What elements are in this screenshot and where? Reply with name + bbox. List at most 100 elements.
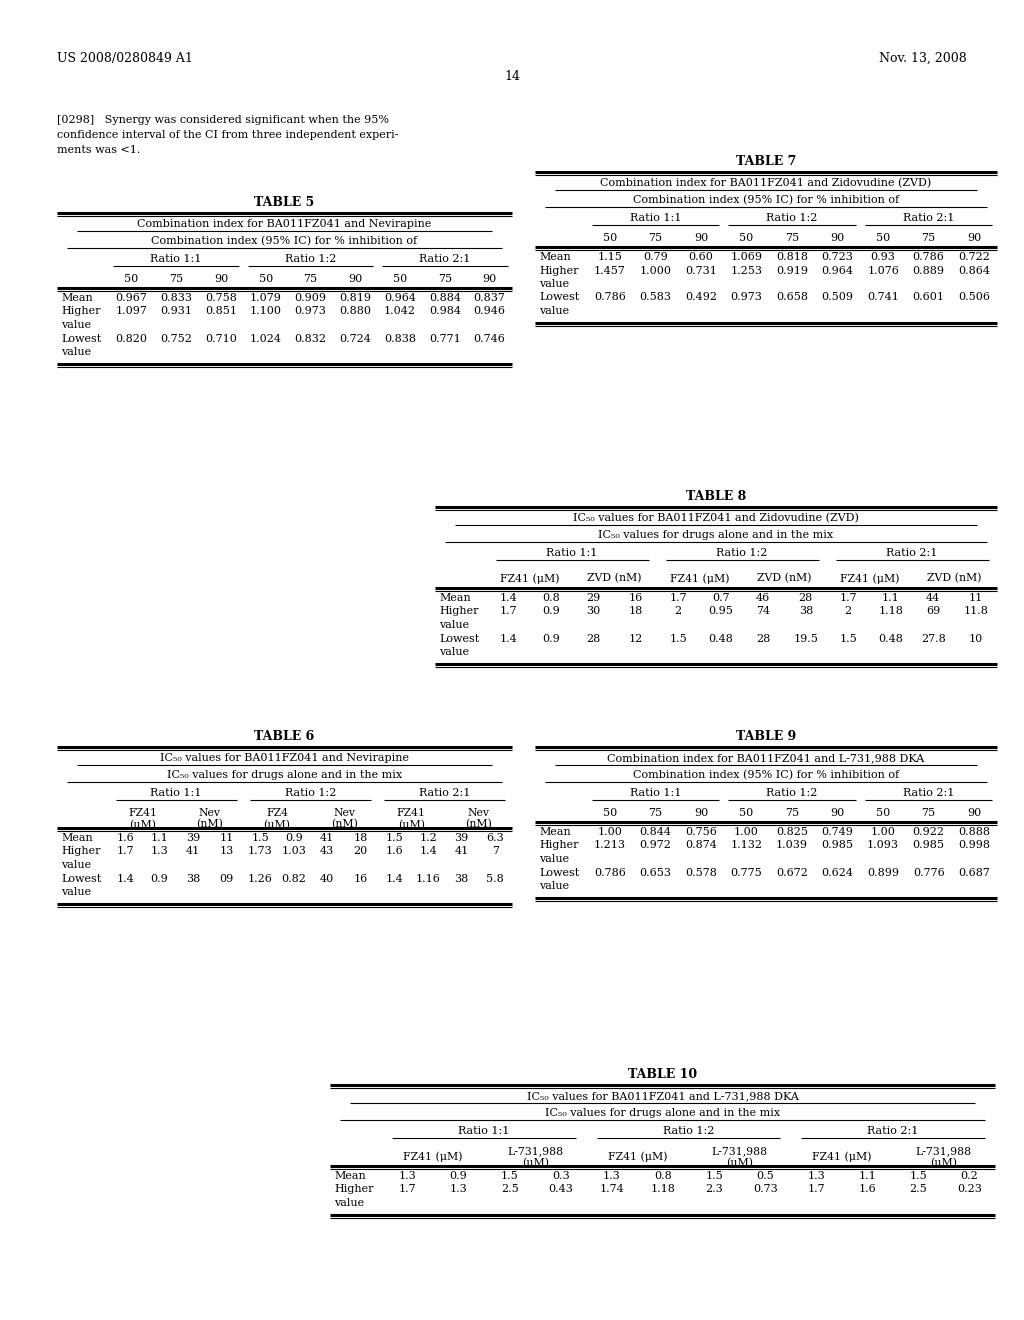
Text: 1.093: 1.093 <box>867 841 899 850</box>
Text: value: value <box>439 647 469 657</box>
Text: 0.73: 0.73 <box>753 1184 777 1195</box>
Text: 19.5: 19.5 <box>794 634 818 644</box>
Text: 0.79: 0.79 <box>643 252 668 261</box>
Text: Combination index for BA011FZ041 and L-731,988 DKA: Combination index for BA011FZ041 and L-7… <box>607 752 925 763</box>
Text: Higher: Higher <box>61 846 100 857</box>
Text: 1.2: 1.2 <box>419 833 437 843</box>
Text: 0.844: 0.844 <box>639 828 672 837</box>
Text: 0.9: 0.9 <box>542 634 560 644</box>
Text: 1.7: 1.7 <box>840 593 857 603</box>
Text: 40: 40 <box>321 874 335 883</box>
Text: 2.5: 2.5 <box>501 1184 518 1195</box>
Text: Mean: Mean <box>61 293 93 304</box>
Text: 1.5: 1.5 <box>670 634 687 644</box>
Text: 1.100: 1.100 <box>250 306 282 317</box>
Text: 6.3: 6.3 <box>486 833 504 843</box>
Text: Ratio 1:2: Ratio 1:2 <box>285 788 336 799</box>
Text: 1.5: 1.5 <box>251 833 269 843</box>
Text: 2: 2 <box>675 606 682 616</box>
Text: 1.213: 1.213 <box>594 841 626 850</box>
Text: ZVD (nM): ZVD (nM) <box>928 573 982 583</box>
Text: 0.746: 0.746 <box>474 334 506 343</box>
Text: 0.909: 0.909 <box>295 293 327 304</box>
Text: Nev: Nev <box>199 808 221 818</box>
Text: 0.964: 0.964 <box>384 293 416 304</box>
Text: 30: 30 <box>586 606 600 616</box>
Text: 41: 41 <box>185 846 200 857</box>
Text: value: value <box>539 880 569 891</box>
Text: 5.8: 5.8 <box>486 874 504 883</box>
Text: 1.3: 1.3 <box>450 1184 468 1195</box>
Text: 38: 38 <box>799 606 813 616</box>
Text: 0.874: 0.874 <box>685 841 717 850</box>
Text: Ratio 2:1: Ratio 2:1 <box>903 788 954 799</box>
Text: 0.776: 0.776 <box>912 867 944 878</box>
Text: 2: 2 <box>845 606 852 616</box>
Text: Ratio 1:1: Ratio 1:1 <box>151 788 202 799</box>
Text: 1.5: 1.5 <box>706 1171 723 1181</box>
Text: Ratio 1:2: Ratio 1:2 <box>766 788 818 799</box>
Text: 0.723: 0.723 <box>821 252 853 261</box>
Text: 1.4: 1.4 <box>419 846 437 857</box>
Text: 1.16: 1.16 <box>416 874 440 883</box>
Text: 39: 39 <box>185 833 200 843</box>
Text: 1.4: 1.4 <box>386 874 403 883</box>
Text: 0.749: 0.749 <box>821 828 853 837</box>
Text: FZ41: FZ41 <box>128 808 157 818</box>
Text: 0.818: 0.818 <box>776 252 808 261</box>
Text: 0.82: 0.82 <box>282 874 306 883</box>
Text: 43: 43 <box>321 846 335 857</box>
Text: Combination index (95% IC) for % inhibition of: Combination index (95% IC) for % inhibit… <box>633 195 899 206</box>
Text: 28: 28 <box>586 634 600 644</box>
Text: 46: 46 <box>756 593 770 603</box>
Text: (μM): (μM) <box>931 1158 957 1168</box>
Text: FZ41 (μM): FZ41 (μM) <box>812 1151 871 1162</box>
Text: 1.03: 1.03 <box>282 846 306 857</box>
Text: 75: 75 <box>922 808 936 818</box>
Text: 1.7: 1.7 <box>670 593 687 603</box>
Text: 0.998: 0.998 <box>958 841 990 850</box>
Text: Higher: Higher <box>439 606 478 616</box>
Text: value: value <box>61 319 91 330</box>
Text: US 2008/0280849 A1: US 2008/0280849 A1 <box>57 51 193 65</box>
Text: Mean: Mean <box>539 252 570 261</box>
Text: TABLE 5: TABLE 5 <box>254 195 314 209</box>
Text: L-731,988: L-731,988 <box>712 1146 768 1156</box>
Text: value: value <box>539 306 569 315</box>
Text: 90: 90 <box>830 234 845 243</box>
Text: Nov. 13, 2008: Nov. 13, 2008 <box>880 51 967 65</box>
Text: ZVD (nM): ZVD (nM) <box>758 573 812 583</box>
Text: 1.73: 1.73 <box>248 846 272 857</box>
Text: 1.7: 1.7 <box>500 606 517 616</box>
Text: L-731,988: L-731,988 <box>507 1146 563 1156</box>
Text: 38: 38 <box>185 874 200 883</box>
Text: 0.889: 0.889 <box>912 265 945 276</box>
Text: 1.3: 1.3 <box>398 1171 417 1181</box>
Text: 1.00: 1.00 <box>870 828 896 837</box>
Text: 0.837: 0.837 <box>474 293 506 304</box>
Text: Mean: Mean <box>334 1171 366 1181</box>
Text: 1.4: 1.4 <box>117 874 135 883</box>
Text: 0.601: 0.601 <box>912 293 945 302</box>
Text: 0.43: 0.43 <box>549 1184 573 1195</box>
Text: FZ41 (μM): FZ41 (μM) <box>670 573 729 583</box>
Text: Lowest: Lowest <box>61 334 101 343</box>
Text: 2.5: 2.5 <box>909 1184 928 1195</box>
Text: 1.7: 1.7 <box>807 1184 825 1195</box>
Text: 11: 11 <box>219 833 233 843</box>
Text: IC₅₀ values for BA011FZ041 and L-731,988 DKA: IC₅₀ values for BA011FZ041 and L-731,988… <box>526 1092 799 1101</box>
Text: 90: 90 <box>482 275 497 284</box>
Text: 0.3: 0.3 <box>552 1171 569 1181</box>
Text: 0.820: 0.820 <box>116 334 147 343</box>
Text: Ratio 2:1: Ratio 2:1 <box>903 213 954 223</box>
Text: 50: 50 <box>739 808 754 818</box>
Text: 18: 18 <box>629 606 643 616</box>
Text: 75: 75 <box>438 275 452 284</box>
Text: 1.132: 1.132 <box>730 841 763 850</box>
Text: TABLE 7: TABLE 7 <box>736 154 797 168</box>
Text: 1.74: 1.74 <box>599 1184 625 1195</box>
Text: 0.8: 0.8 <box>654 1171 672 1181</box>
Text: 1.15: 1.15 <box>597 252 623 261</box>
Text: 1.1: 1.1 <box>858 1171 877 1181</box>
Text: 1.26: 1.26 <box>248 874 272 883</box>
